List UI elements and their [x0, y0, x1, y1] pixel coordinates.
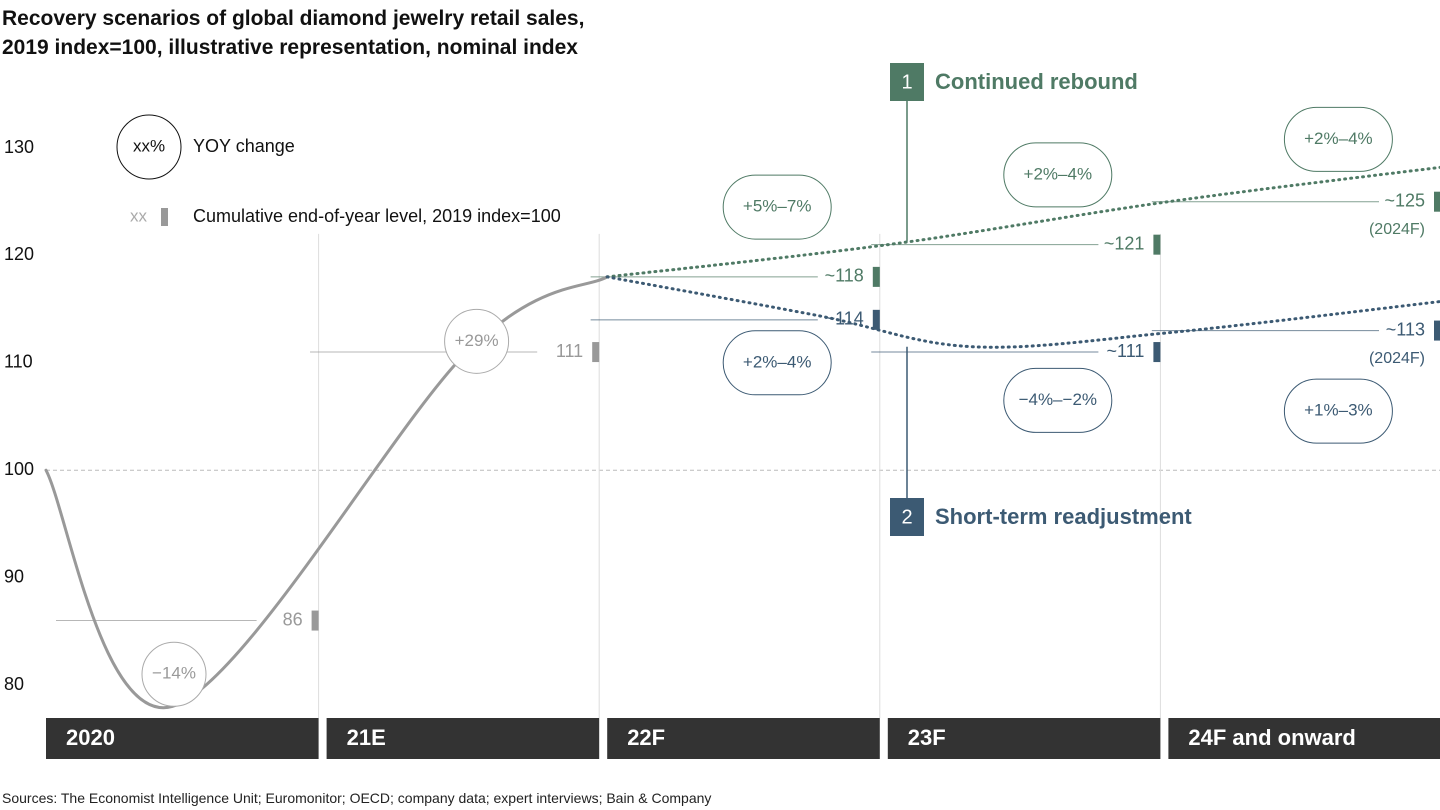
yoy-bubble — [1003, 142, 1113, 208]
scenario-number: 2 — [901, 506, 912, 528]
level-bar — [1434, 191, 1440, 212]
yoy-bubble — [722, 174, 832, 240]
level-bar — [1153, 342, 1161, 363]
level-bar — [311, 610, 319, 631]
level-sublabel: (2024F) — [1369, 221, 1425, 238]
level-label: ~121 — [1104, 233, 1145, 253]
period-label: 21E — [347, 725, 386, 750]
period-bar — [1168, 718, 1440, 759]
yoy-bubble-label: −4%–−2% — [1019, 390, 1097, 409]
y-tick-label: 100 — [4, 459, 34, 479]
yoy-bubble-label: −14% — [152, 664, 196, 683]
series-line-rebound — [605, 165, 1440, 279]
chart-title: Recovery scenarios of global diamond jew… — [2, 4, 584, 62]
level-label: 86 — [283, 609, 303, 629]
series-line-base — [44, 275, 609, 710]
yoy-bubble — [141, 641, 207, 707]
yoy-bubble — [1283, 106, 1393, 172]
period-label: 22F — [627, 725, 665, 750]
legend-bubble-sample: xx% — [133, 136, 165, 155]
yoy-bubble-label: +2%–4% — [743, 352, 812, 371]
level-bar — [872, 309, 880, 330]
yoy-bubble-label: +5%–7% — [743, 197, 812, 216]
scenario-name: Continued rebound — [935, 69, 1138, 94]
period-bar — [326, 718, 600, 759]
scenario-number-box — [890, 498, 924, 536]
yoy-bubble-label: +29% — [455, 331, 499, 350]
period-label: 2020 — [66, 725, 115, 750]
source-note: Sources: The Economist Intelligence Unit… — [2, 790, 712, 806]
level-bar — [1434, 320, 1440, 341]
y-tick-label: 90 — [4, 566, 24, 586]
scenario-number: 1 — [901, 71, 912, 93]
y-tick-label: 130 — [4, 137, 34, 157]
level-bar — [592, 342, 600, 363]
level-label: ~118 — [825, 266, 864, 286]
y-tick-label: 120 — [4, 244, 34, 264]
yoy-bubble-label: +2%–4% — [1024, 164, 1093, 183]
recovery-scenarios-chart: 809010011012013086111~118~114~121~111~12… — [4, 63, 1440, 759]
level-bar — [1153, 234, 1161, 255]
level-label: ~111 — [1107, 341, 1145, 361]
legend-bubble-label: YOY change — [193, 136, 295, 156]
level-label: ~125 — [1384, 190, 1425, 210]
period-bar — [607, 718, 880, 759]
legend-level-sample: xx — [130, 206, 148, 225]
period-label: 24F and onward — [1188, 725, 1355, 750]
scenario-name: Short-term readjustment — [935, 504, 1192, 529]
legend-level-label: Cumulative end-of-year level, 2019 index… — [193, 206, 561, 226]
yoy-bubble-label: +1%–3% — [1304, 401, 1373, 420]
level-label: 111 — [556, 341, 583, 361]
yoy-bubble — [444, 308, 510, 374]
legend-level-bar — [161, 208, 168, 226]
yoy-bubble — [722, 330, 832, 396]
level-label: ~113 — [1386, 319, 1425, 339]
y-tick-label: 80 — [4, 674, 24, 694]
chart-title-line-2: 2019 index=100, illustrative representat… — [2, 36, 578, 59]
yoy-bubble-label: +2%–4% — [1304, 129, 1373, 148]
y-tick-label: 110 — [4, 352, 33, 372]
yoy-bubble — [1003, 367, 1113, 433]
scenario-number-box — [890, 63, 924, 101]
period-label: 23F — [908, 725, 946, 750]
period-bar — [46, 718, 319, 759]
series-line-readjust — [605, 275, 1440, 349]
yoy-bubble — [1283, 378, 1393, 444]
period-bar — [887, 718, 1161, 759]
level-sublabel: (2024F) — [1369, 350, 1425, 367]
level-bar — [872, 266, 880, 287]
legend-bubble — [116, 114, 182, 180]
chart-title-line-1: Recovery scenarios of global diamond jew… — [2, 7, 585, 30]
